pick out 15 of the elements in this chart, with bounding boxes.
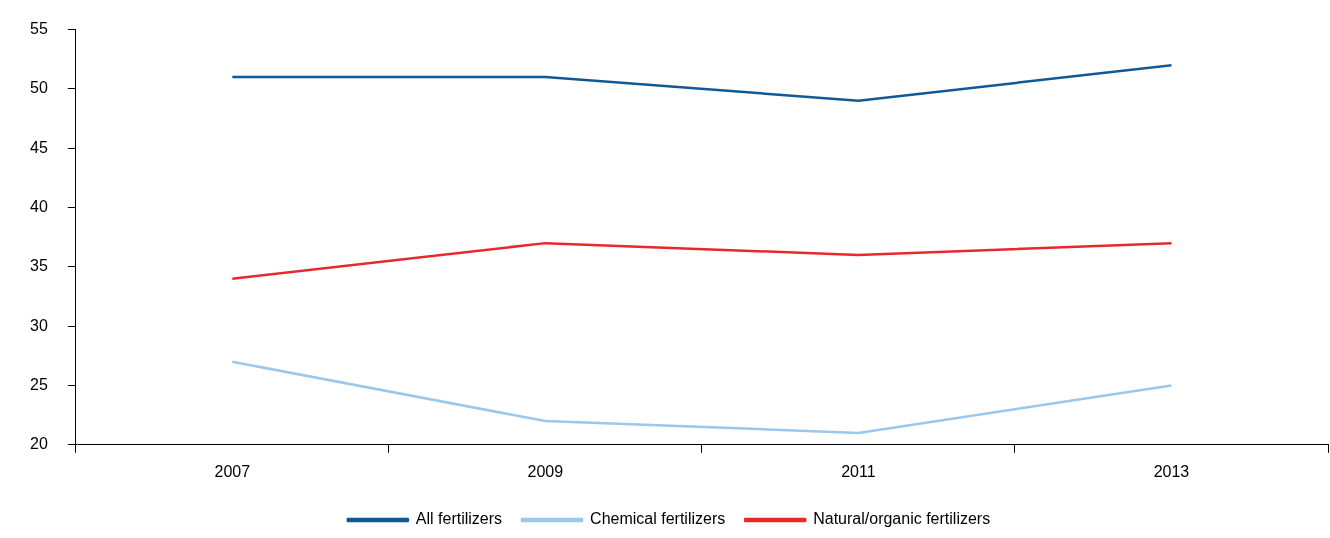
legend-label: All fertilizers	[415, 510, 503, 528]
x-tick-label: 2009	[527, 462, 564, 480]
y-tick-label: 35	[30, 257, 48, 275]
y-tick-label: 55	[30, 20, 48, 38]
legend-label: Natural/organic fertilizers	[813, 510, 991, 528]
legend-label: Chemical fertilizers	[590, 510, 726, 528]
x-tick-label: 2013	[1153, 462, 1190, 480]
y-tick-label: 45	[30, 138, 48, 156]
x-tick-label: 2007	[214, 462, 251, 480]
y-tick-label: 20	[30, 435, 48, 453]
y-tick-label: 30	[30, 316, 48, 334]
y-tick-label: 40	[30, 197, 48, 215]
y-tick-label: 25	[30, 375, 48, 393]
x-tick-label: 2011	[841, 462, 876, 480]
y-tick-label: 50	[30, 79, 48, 97]
